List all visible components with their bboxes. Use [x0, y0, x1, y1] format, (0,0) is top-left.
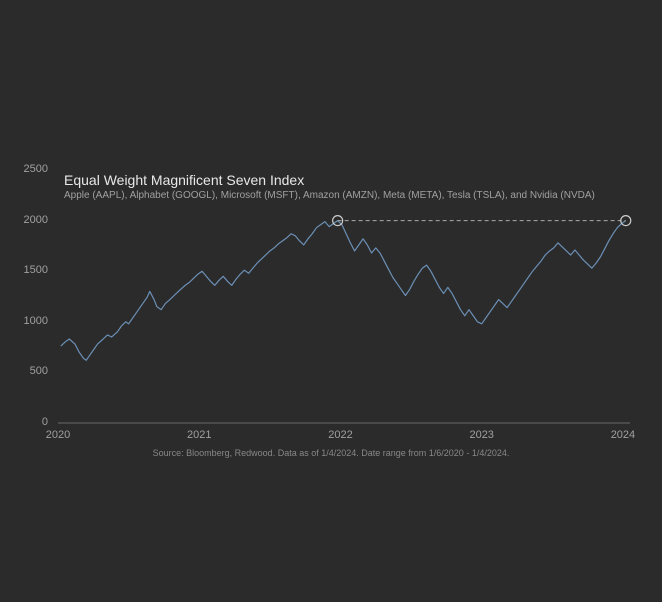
- chart-container: Equal Weight Magnificent Seven Index App…: [0, 0, 662, 602]
- chart-subtitle: Apple (AAPL), Alphabet (GOOGL), Microsof…: [64, 190, 595, 201]
- x-tick-label: 2020: [28, 429, 88, 441]
- y-tick-label: 1000: [0, 315, 48, 327]
- x-tick-label: 2022: [310, 429, 370, 441]
- y-tick-label: 1500: [0, 264, 48, 276]
- x-tick-label: 2024: [593, 429, 653, 441]
- y-tick-label: 2000: [0, 214, 48, 226]
- x-tick-label: 2023: [452, 429, 512, 441]
- y-tick-label: 2500: [0, 163, 48, 175]
- chart-title: Equal Weight Magnificent Seven Index: [64, 172, 304, 188]
- chart-source: Source: Bloomberg, Redwood. Data as of 1…: [0, 448, 662, 458]
- x-tick-label: 2021: [169, 429, 229, 441]
- chart-svg: [0, 0, 662, 602]
- y-tick-label: 0: [0, 416, 48, 428]
- y-tick-label: 500: [0, 365, 48, 377]
